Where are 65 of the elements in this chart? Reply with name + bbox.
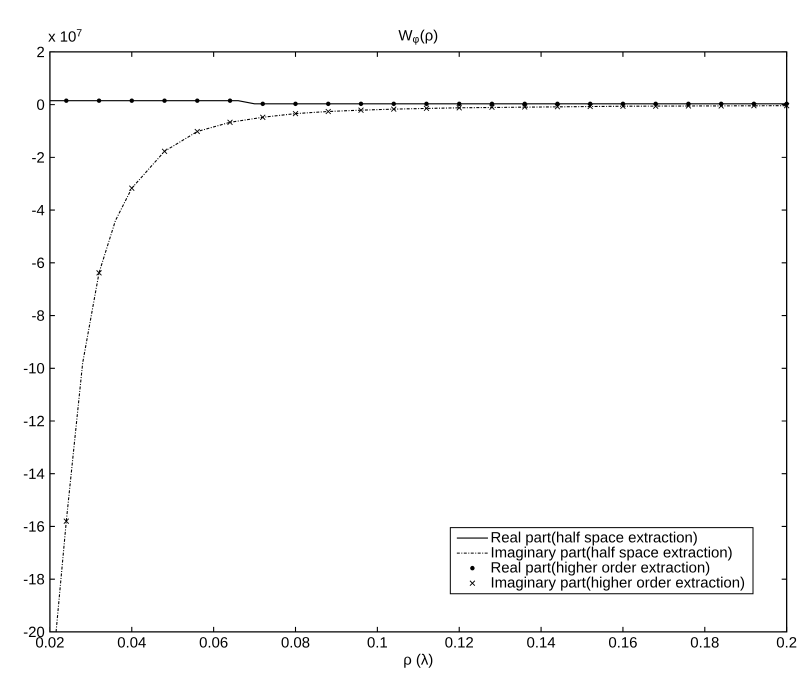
point <box>456 104 462 111</box>
legend-label: Real part(higher order extraction) <box>492 562 710 576</box>
point <box>128 185 135 192</box>
point <box>489 104 495 110</box>
point <box>456 102 462 106</box>
y-tick-label: -8 <box>32 310 44 321</box>
point <box>194 128 200 135</box>
point <box>522 102 527 106</box>
point <box>358 107 364 114</box>
y-tick-label: -20 <box>24 626 44 638</box>
point <box>751 102 757 109</box>
point <box>96 270 102 276</box>
x-tick-label: 0.2 <box>776 637 796 648</box>
x-tick-label: 0.1 <box>368 637 387 648</box>
point <box>260 102 265 106</box>
point <box>326 102 330 106</box>
point <box>228 98 232 104</box>
point <box>424 106 430 112</box>
point <box>424 102 429 106</box>
point <box>522 104 528 110</box>
y-tick-label: -12 <box>24 416 44 426</box>
chart-title: W$_{φ}$(ρ) <box>398 30 438 45</box>
point <box>195 98 200 104</box>
point <box>227 119 233 126</box>
point <box>587 104 594 110</box>
point <box>554 104 560 110</box>
x-tick-label: 0.16 <box>609 637 637 648</box>
y-tick-label: 0 <box>37 99 44 110</box>
point <box>358 102 364 106</box>
x-tick-label: 0.14 <box>527 637 556 648</box>
y-tick-label: -18 <box>24 574 44 585</box>
point <box>490 102 494 106</box>
x-tick-label: 0.12 <box>445 637 473 648</box>
y-tick-label: 2 <box>37 46 44 58</box>
y-tick-label: -14 <box>24 468 44 479</box>
point <box>293 102 298 106</box>
legend-label: Imaginary part(half space extraction) <box>492 546 732 561</box>
point <box>64 98 69 104</box>
legend-label: Real part(half space extraction) <box>492 532 697 546</box>
point <box>620 103 626 110</box>
y-tick-label: -6 <box>32 258 44 268</box>
x-tick-label: 0.06 <box>200 637 228 648</box>
point <box>292 110 298 117</box>
point <box>260 114 266 120</box>
legend-label: Imaginary part(higher order extraction) <box>492 576 744 591</box>
x-tick-label: 0.18 <box>690 637 719 648</box>
point <box>390 106 397 112</box>
point <box>325 108 332 114</box>
x-axis-title: ρ (λ) <box>404 654 432 668</box>
x-tick-label: 0.02 <box>36 637 64 648</box>
point <box>162 98 167 104</box>
y-tick-label: -4 <box>32 205 44 216</box>
y-tick-label: -10 <box>24 363 44 374</box>
point <box>391 102 396 106</box>
point <box>130 98 134 104</box>
text: x 10$^{7}$ <box>48 29 82 42</box>
point <box>555 102 560 106</box>
point <box>162 148 168 154</box>
point <box>718 103 724 109</box>
y-tick-label: -16 <box>24 521 44 532</box>
x-tick-label: 0.08 <box>282 637 310 648</box>
point <box>96 98 102 104</box>
x-tick-label: 0.04 <box>118 637 146 648</box>
y-tick-label: -2 <box>32 152 44 163</box>
point <box>63 518 70 524</box>
